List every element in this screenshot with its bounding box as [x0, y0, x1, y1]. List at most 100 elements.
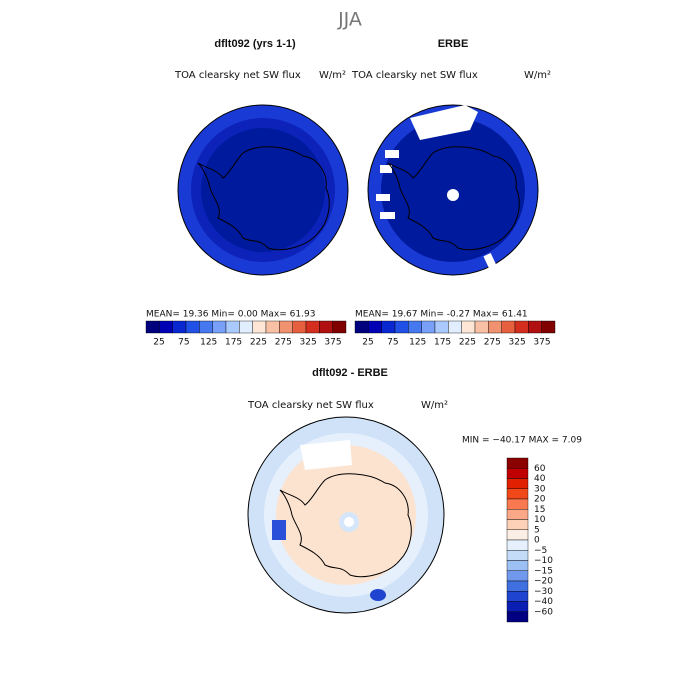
- colorbar-label: −5: [534, 546, 547, 556]
- colorbar-swatch: [461, 320, 476, 334]
- colorbar-label: 10: [534, 515, 546, 525]
- colorbar-swatch: [506, 560, 529, 571]
- colorbar-swatch: [506, 611, 529, 623]
- colorbar-label: 325: [300, 338, 317, 348]
- colorbar-label: 375: [533, 338, 550, 348]
- colorbar-swatch: [506, 498, 529, 510]
- colorbar-swatch: [506, 539, 529, 551]
- missing-data: [483, 252, 497, 270]
- missing-data: [410, 105, 478, 140]
- colorbar: 25 75 125 175 225 275 325 375: [145, 320, 347, 348]
- colorbar-swatch: [434, 320, 449, 334]
- colorbar-label: 30: [534, 484, 546, 494]
- colorbar-swatch: [159, 320, 173, 334]
- stats: MEAN= 19.67 Min= -0.27 Max= 61.41: [355, 310, 528, 320]
- colorbar-label: 225: [459, 338, 476, 348]
- colorbar-swatch: [506, 488, 529, 500]
- colorbar-swatch: [225, 320, 240, 334]
- missing-data: [376, 194, 390, 201]
- colorbar-label: 225: [250, 338, 267, 348]
- colorbar-swatch: [265, 320, 280, 334]
- colorbar-swatch: [394, 320, 409, 334]
- map: [367, 104, 539, 276]
- colorbar-label: 75: [178, 338, 189, 348]
- anomaly: [370, 589, 386, 601]
- colorbar-swatch: [279, 320, 293, 334]
- field-label: TOA clearsky net SW flux: [351, 70, 478, 81]
- colorbar-label: −15: [534, 566, 553, 576]
- colorbar-swatch: [354, 320, 369, 334]
- colorbar-swatch: [506, 601, 529, 612]
- colorbar-swatch: [506, 550, 529, 561]
- colorbar-label: 25: [153, 338, 164, 348]
- panel-title: ERBE: [438, 38, 469, 50]
- colorbar-swatch: [239, 320, 253, 334]
- colorbar-label: 125: [409, 338, 426, 348]
- colorbar-label: 5: [534, 525, 540, 535]
- colorbar-label: 125: [200, 338, 217, 348]
- colorbar-label: 40: [534, 474, 546, 484]
- colorbar-swatch: [506, 468, 529, 479]
- colorbar-swatch: [514, 320, 529, 334]
- colorbar-swatch: [506, 478, 529, 489]
- colorbar-swatch: [368, 320, 382, 334]
- colorbar-swatch: [448, 320, 462, 334]
- missing-data: [300, 440, 352, 470]
- colorbar-label: 375: [324, 338, 341, 348]
- colorbar-label: −60: [534, 607, 553, 617]
- colorbar: 25 75 125 175 225 275 325 375: [354, 320, 556, 348]
- stats: MEAN= 19.36 Min= 0.00 Max= 61.93: [146, 310, 315, 320]
- colorbar-swatch: [506, 580, 529, 592]
- colorbar-swatch: [501, 320, 516, 334]
- colorbar-swatch: [474, 320, 489, 334]
- colorbar-label: 275: [275, 338, 292, 348]
- colorbar-swatch: [332, 320, 347, 334]
- colorbar-swatch: [212, 320, 227, 334]
- colorbar-label: 75: [387, 338, 398, 348]
- colorbar-label: 175: [225, 338, 242, 348]
- field-label: TOA clearsky net SW flux: [247, 400, 374, 411]
- missing-data: [380, 165, 392, 173]
- colorbar-swatch: [408, 320, 422, 334]
- units-label: W/m²: [524, 70, 551, 81]
- panel-title: dflt092 - ERBE: [312, 367, 388, 379]
- map: [177, 104, 349, 276]
- colorbar-label: −10: [534, 556, 553, 566]
- colorbar-swatch: [145, 320, 160, 334]
- colorbar-label: 325: [509, 338, 526, 348]
- colorbar-swatch: [506, 529, 529, 541]
- colorbar-label: 275: [484, 338, 501, 348]
- colorbar-swatch: [541, 320, 556, 334]
- colorbar-swatch: [506, 519, 529, 530]
- colorbar-swatch: [319, 320, 333, 334]
- colorbar-label: −20: [534, 577, 553, 587]
- colorbar-label: 175: [434, 338, 451, 348]
- colorbar-swatch: [506, 509, 529, 520]
- colorbar-swatch: [488, 320, 502, 334]
- colorbar-swatch: [292, 320, 307, 334]
- colorbar-label: −40: [534, 597, 553, 607]
- stats: MIN = −40.17 MAX = 7.09: [462, 436, 582, 446]
- colorbar-swatch: [506, 457, 529, 469]
- missing-data: [385, 150, 399, 158]
- units-label: W/m²: [421, 400, 448, 411]
- colorbar-swatch: [305, 320, 320, 334]
- colorbar-swatch: [172, 320, 187, 334]
- colorbar-label: 60: [534, 464, 546, 474]
- colorbar-label: −30: [534, 587, 553, 597]
- units-label: W/m²: [319, 70, 346, 81]
- missing-data: [344, 517, 354, 527]
- map: [247, 416, 445, 614]
- map-zone: [201, 128, 325, 252]
- anomaly: [272, 520, 286, 540]
- colorbar-swatch: [252, 320, 267, 334]
- missing-data: [380, 212, 395, 219]
- colorbar-swatch: [185, 320, 200, 334]
- colorbar-label: 25: [362, 338, 373, 348]
- colorbar-swatch: [506, 570, 529, 582]
- colorbar-swatch: [421, 320, 436, 334]
- colorbar-swatch: [381, 320, 396, 334]
- colorbar-swatch: [199, 320, 213, 334]
- colorbar-label: 20: [534, 495, 546, 505]
